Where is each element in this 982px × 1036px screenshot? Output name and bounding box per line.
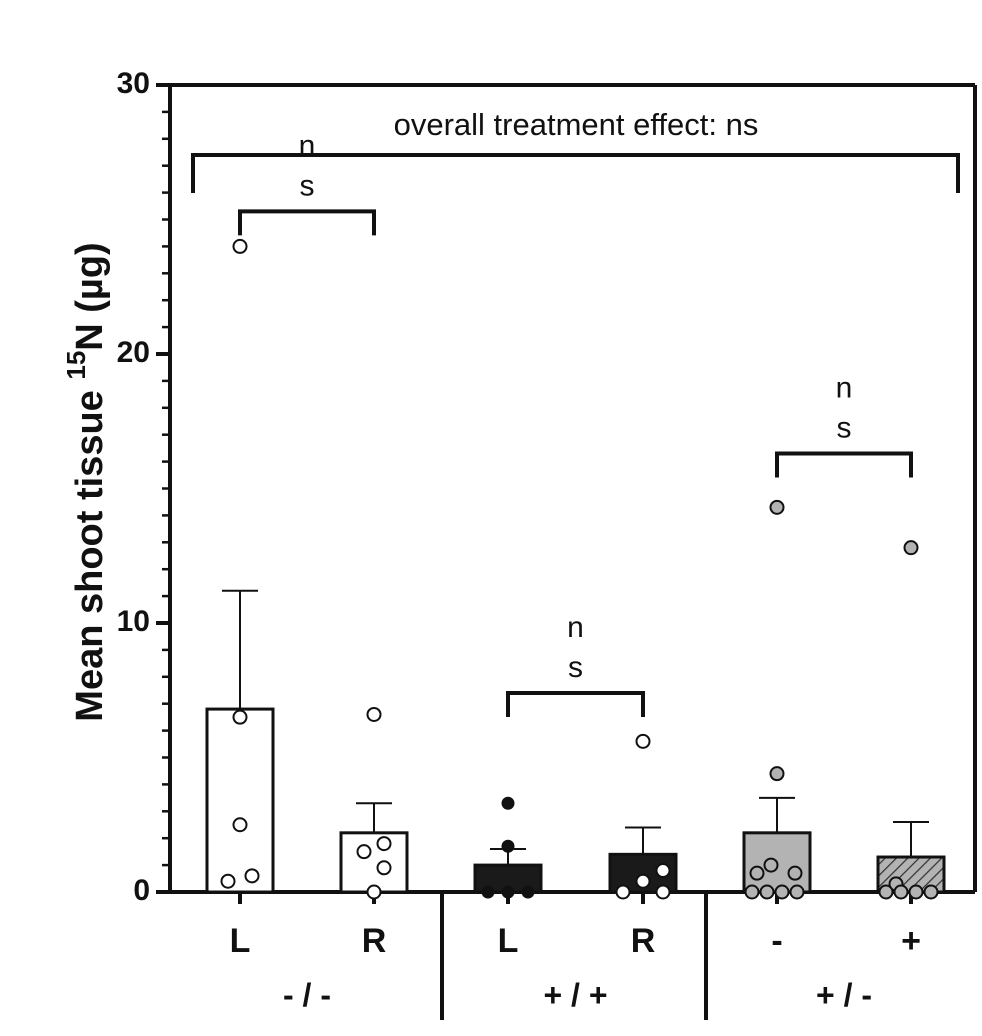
- comparison-bracket: [775, 451, 913, 478]
- comparison-bracket: [238, 209, 376, 236]
- data-point: [501, 885, 515, 899]
- data-point: [220, 873, 236, 889]
- x-category-label: R: [362, 922, 387, 960]
- plot-frame: [170, 83, 977, 1020]
- data-point: [481, 885, 495, 899]
- data-point: [908, 884, 924, 900]
- data-point: [635, 733, 651, 749]
- data-point: [923, 884, 939, 900]
- data-point: [789, 884, 805, 900]
- x-category-label: +: [901, 922, 921, 960]
- x-group-label: + / -: [816, 977, 872, 1013]
- significance-label-n: n: [567, 611, 584, 644]
- significance-label-s: s: [568, 651, 583, 684]
- data-point: [232, 817, 248, 833]
- data-point: [744, 884, 760, 900]
- bar: [339, 831, 409, 894]
- data-point: [787, 865, 803, 881]
- x-category-label: L: [230, 922, 251, 960]
- data-point: [366, 884, 382, 900]
- data-point: [232, 238, 248, 254]
- bar: [205, 707, 275, 894]
- data-point: [769, 499, 785, 515]
- data-point: [769, 766, 785, 782]
- data-point: [376, 836, 392, 852]
- y-axis: 0 10 20 30: [117, 67, 172, 907]
- data-point: [244, 868, 260, 884]
- data-point: [749, 865, 765, 881]
- y-tick-label: 0: [133, 874, 150, 907]
- y-tick-label: 20: [117, 336, 150, 369]
- x-group-label: + / +: [543, 977, 607, 1013]
- data-point: [655, 884, 671, 900]
- category-labels: L R L R - + - / - + / + + / -: [230, 922, 921, 1013]
- data-point: [501, 796, 515, 810]
- data-point: [878, 884, 894, 900]
- data-point: [655, 862, 671, 878]
- data-point: [893, 884, 909, 900]
- y-tick-label: 10: [117, 605, 150, 638]
- significance-label-n: n: [836, 372, 853, 405]
- y-axis-label: Mean shoot tissue 15N (µg): [61, 242, 111, 721]
- significance-label-n: n: [299, 129, 316, 162]
- y-tick-label: 30: [117, 67, 150, 100]
- data-point: [232, 709, 248, 725]
- error-bars: [222, 589, 929, 866]
- significance-label-s: s: [300, 169, 315, 202]
- x-group-label: - / -: [283, 977, 331, 1013]
- overall-bracket: [191, 152, 960, 193]
- data-point: [774, 884, 790, 900]
- data-point: [759, 884, 775, 900]
- data-point: [615, 884, 631, 900]
- data-point: [763, 857, 779, 873]
- x-category-label: L: [498, 922, 519, 960]
- comparison-bracket: [506, 690, 645, 717]
- significance-label-s: s: [837, 412, 852, 445]
- data-point: [903, 540, 919, 556]
- data-point: [366, 706, 382, 722]
- data-point: [376, 860, 392, 876]
- x-category-label: R: [631, 922, 656, 960]
- data-points: [220, 238, 939, 900]
- data-point: [521, 885, 535, 899]
- bars: [205, 707, 946, 894]
- data-point: [356, 844, 372, 860]
- data-point: [635, 873, 651, 889]
- x-category-label: -: [771, 922, 782, 960]
- data-point: [501, 839, 515, 853]
- overall-effect-label: overall treatment effect: ns: [394, 107, 759, 142]
